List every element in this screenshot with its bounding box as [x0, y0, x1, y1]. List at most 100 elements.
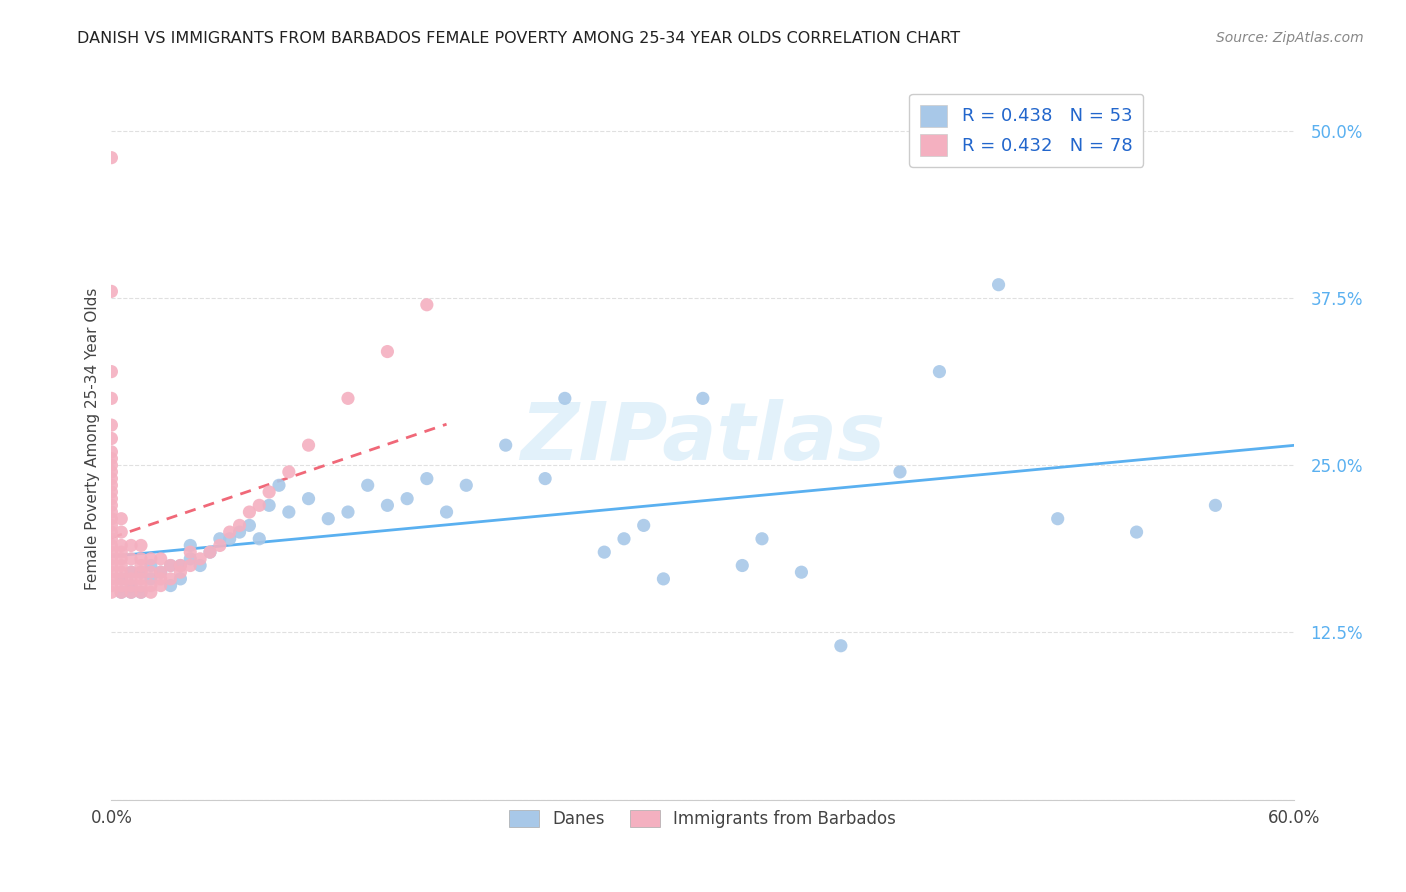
Point [110, 538, 132, 552]
Point [277, 505, 299, 519]
Point [188, 551, 211, 566]
Point [149, 572, 172, 586]
Point [731, 558, 754, 573]
Point [267, 478, 290, 492]
Point [495, 438, 517, 452]
Y-axis label: Female Poverty Among 25-34 Year Olds: Female Poverty Among 25-34 Year Olds [86, 287, 100, 590]
Point [120, 551, 142, 566]
Point [100, 485, 122, 500]
Point [100, 558, 122, 573]
Point [889, 465, 911, 479]
Point [228, 518, 250, 533]
Point [208, 532, 231, 546]
Point [100, 518, 122, 533]
Point [110, 585, 132, 599]
Point [377, 344, 399, 359]
Point [139, 572, 162, 586]
Point [100, 512, 122, 526]
Point [129, 578, 152, 592]
Point [100, 572, 122, 586]
Point [129, 538, 152, 552]
Point [830, 639, 852, 653]
Point [100, 578, 122, 592]
Point [188, 558, 211, 573]
Point [238, 505, 260, 519]
Point [179, 558, 201, 573]
Point [100, 365, 122, 379]
Point [554, 392, 576, 406]
Point [416, 472, 439, 486]
Point [652, 572, 675, 586]
Point [593, 545, 616, 559]
Point [316, 512, 339, 526]
Point [139, 585, 162, 599]
Point [100, 545, 122, 559]
Point [1125, 525, 1147, 540]
Point [208, 538, 231, 552]
Point [100, 491, 122, 506]
Point [100, 538, 122, 552]
Point [120, 565, 142, 579]
Point [100, 465, 122, 479]
Point [139, 565, 162, 579]
Point [100, 472, 122, 486]
Point [613, 532, 636, 546]
Point [110, 572, 132, 586]
Point [436, 505, 458, 519]
Point [129, 585, 152, 599]
Point [139, 558, 162, 573]
Text: ZIPatlas: ZIPatlas [520, 400, 886, 477]
Point [456, 478, 478, 492]
Point [129, 565, 152, 579]
Point [139, 551, 162, 566]
Point [1046, 512, 1069, 526]
Point [100, 392, 122, 406]
Point [179, 538, 201, 552]
Point [110, 525, 132, 540]
Point [247, 499, 270, 513]
Text: Source: ZipAtlas.com: Source: ZipAtlas.com [1216, 31, 1364, 45]
Point [139, 578, 162, 592]
Point [169, 572, 191, 586]
Point [120, 578, 142, 592]
Point [297, 438, 319, 452]
Point [110, 578, 132, 592]
Point [377, 499, 399, 513]
Point [100, 451, 122, 466]
Point [179, 545, 201, 559]
Point [110, 585, 132, 599]
Point [129, 572, 152, 586]
Point [100, 532, 122, 546]
Point [169, 565, 191, 579]
Point [692, 392, 714, 406]
Point [110, 558, 132, 573]
Point [357, 478, 380, 492]
Point [110, 565, 132, 579]
Text: DANISH VS IMMIGRANTS FROM BARBADOS FEMALE POVERTY AMONG 25-34 YEAR OLDS CORRELAT: DANISH VS IMMIGRANTS FROM BARBADOS FEMAL… [77, 31, 960, 46]
Point [396, 491, 419, 506]
Point [100, 499, 122, 513]
Point [257, 499, 280, 513]
Point [257, 485, 280, 500]
Point [149, 551, 172, 566]
Point [790, 565, 813, 579]
Point [100, 285, 122, 299]
Point [159, 578, 181, 592]
Point [633, 518, 655, 533]
Point [337, 392, 360, 406]
Point [120, 572, 142, 586]
Point [120, 578, 142, 592]
Point [337, 505, 360, 519]
Point [110, 551, 132, 566]
Point [129, 585, 152, 599]
Point [100, 445, 122, 459]
Point [129, 565, 152, 579]
Point [751, 532, 773, 546]
Point [228, 525, 250, 540]
Point [198, 545, 221, 559]
Point [100, 525, 122, 540]
Point [247, 532, 270, 546]
Point [120, 585, 142, 599]
Point [149, 578, 172, 592]
Point [129, 558, 152, 573]
